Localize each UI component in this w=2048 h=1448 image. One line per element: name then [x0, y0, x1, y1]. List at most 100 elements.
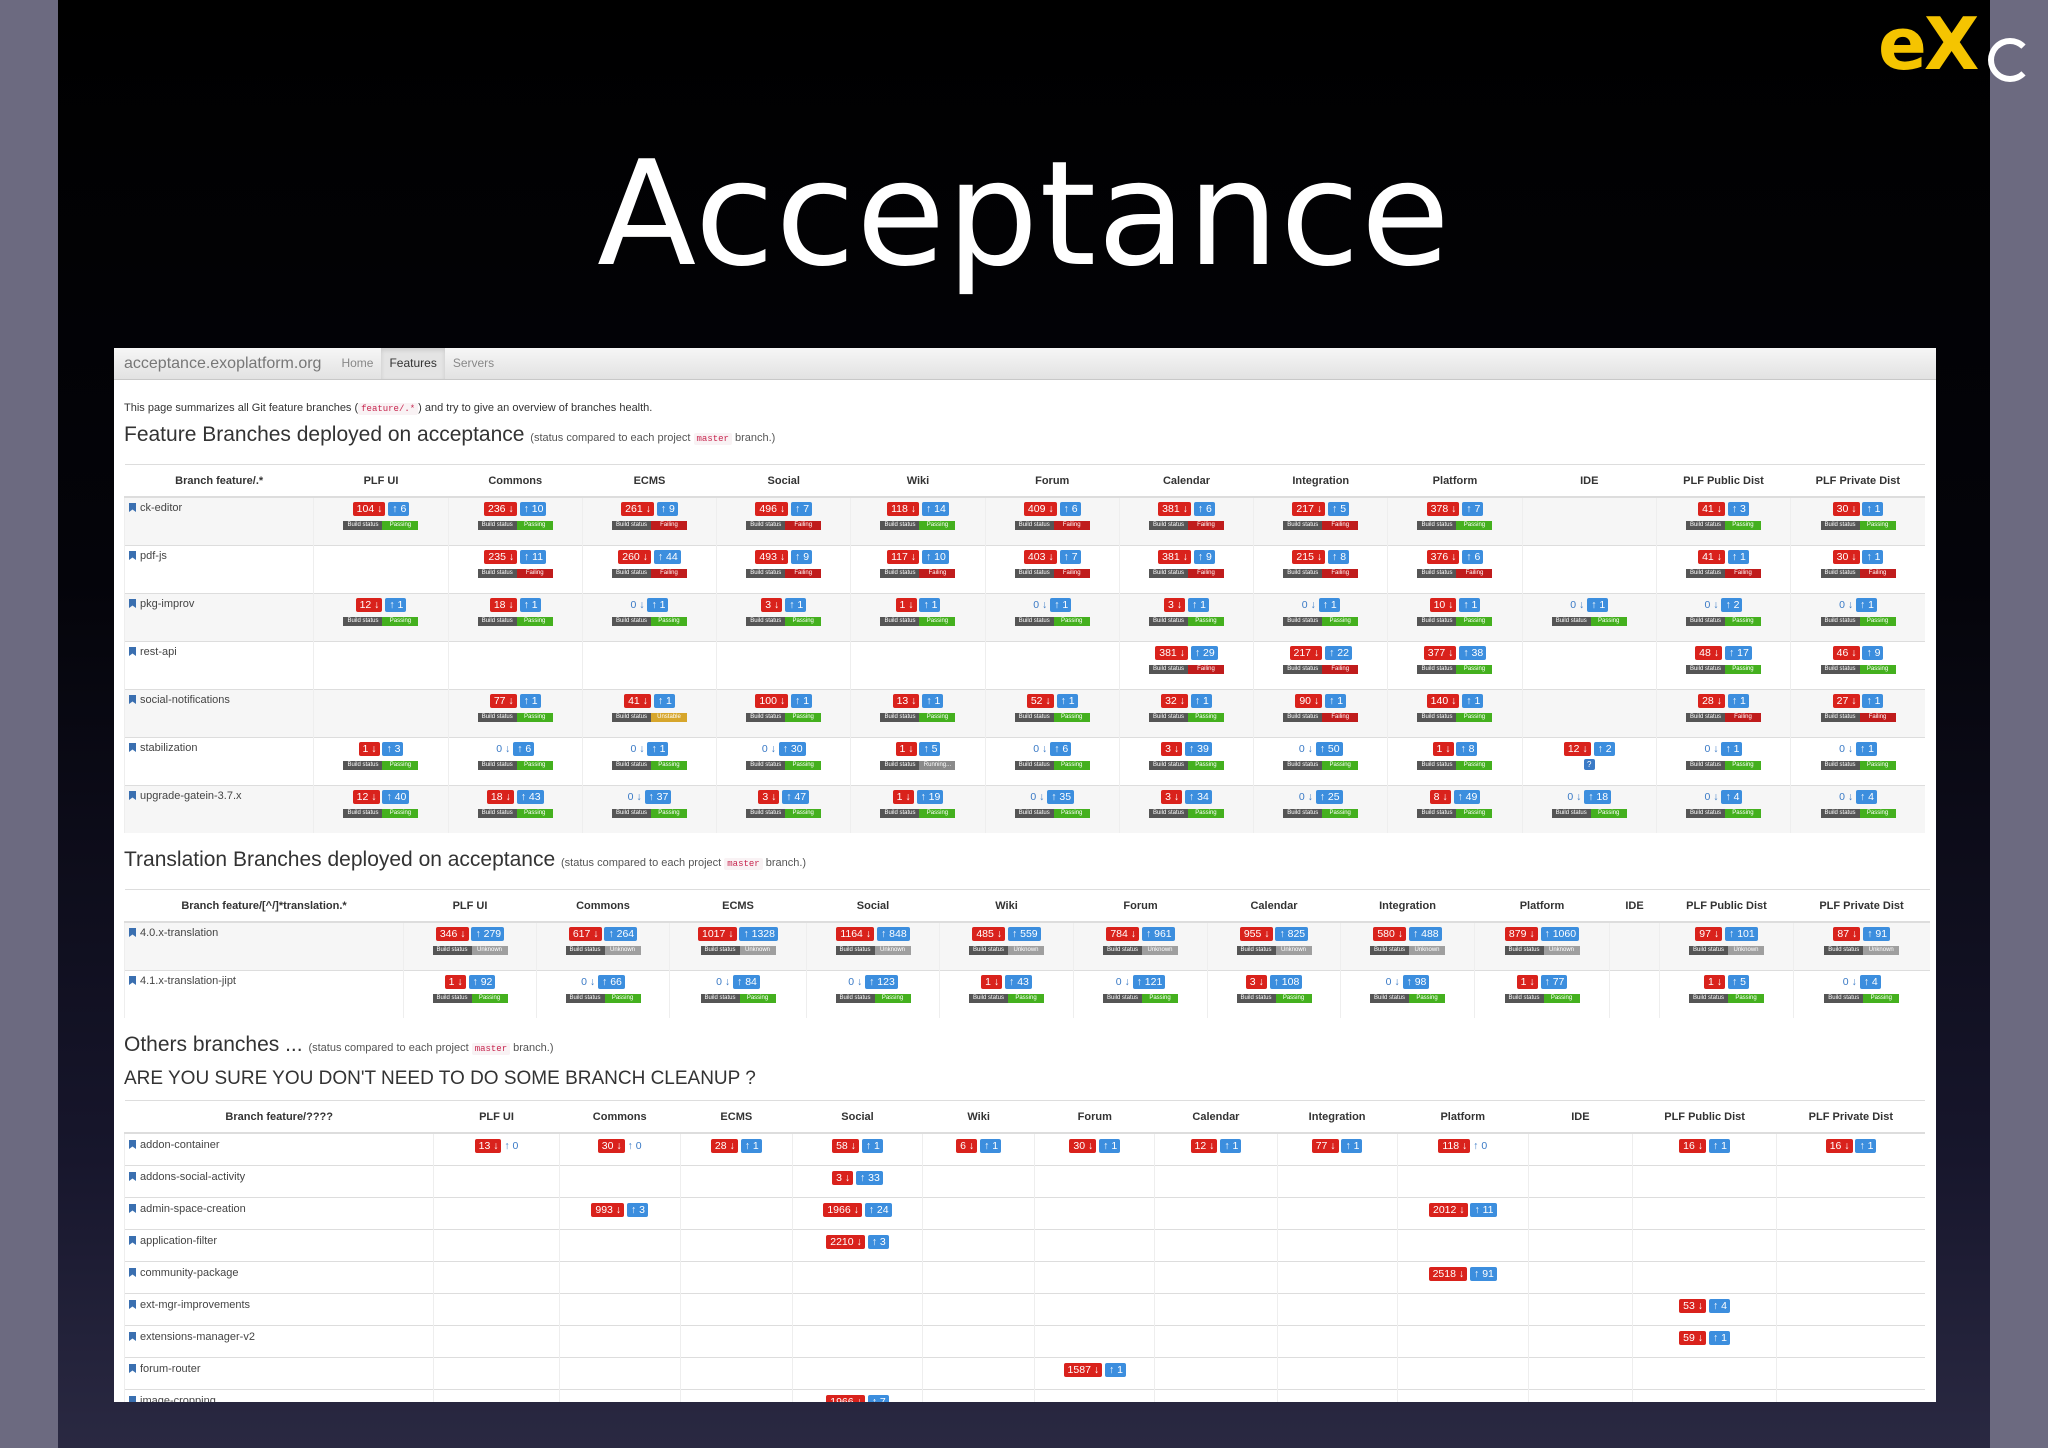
- behind-badge[interactable]: 955 ↓: [1239, 927, 1273, 941]
- branch-label[interactable]: ext-mgr-improvements: [140, 1299, 251, 1311]
- build-status-badge[interactable]: Build status Passing: [988, 617, 1117, 626]
- ahead-badge[interactable]: ↑ 1: [1462, 694, 1484, 708]
- behind-badge[interactable]: 77 ↓: [1311, 1139, 1339, 1153]
- build-status-badge[interactable]: Build status Passing: [316, 809, 445, 818]
- ahead-badge[interactable]: ↑ 43: [516, 790, 544, 804]
- build-status-badge[interactable]: Build status Unknown: [1343, 946, 1472, 955]
- ahead-badge[interactable]: ↑ 40: [382, 790, 410, 804]
- behind-badge[interactable]: 100 ↓: [755, 694, 789, 708]
- behind-badge[interactable]: 8 ↓: [1429, 790, 1451, 804]
- ahead-badge[interactable]: ↑ 1: [1862, 694, 1884, 708]
- ahead-badge[interactable]: ↑ 1: [519, 694, 541, 708]
- branch-name[interactable]: forum-router: [123, 1357, 434, 1390]
- build-status-badge[interactable]: Build status Failing: [585, 569, 714, 578]
- branch-name[interactable]: 4.0.x-translation: [124, 921, 404, 971]
- behind-badge[interactable]: 378 ↓: [1426, 502, 1460, 516]
- build-status-badge[interactable]: Build status Passing: [406, 994, 534, 1003]
- ahead-badge[interactable]: ↑ 10: [921, 550, 949, 564]
- build-status-badge[interactable]: Build status Passing: [1525, 809, 1654, 818]
- ahead-badge[interactable]: ↑ 9: [1193, 550, 1215, 564]
- ahead-badge[interactable]: ↑ 9: [1862, 646, 1884, 660]
- build-status-badge[interactable]: Build status Unknown: [539, 946, 667, 955]
- build-status-badge[interactable]: Build status Passing: [1662, 994, 1791, 1003]
- ahead-badge[interactable]: ↑ 5: [919, 742, 941, 756]
- build-status-badge[interactable]: Build status Passing: [1210, 994, 1338, 1003]
- build-status-badge[interactable]: Build status Passing: [1659, 761, 1788, 770]
- behind-badge[interactable]: 53 ↓: [1679, 1299, 1707, 1313]
- build-status-badge[interactable]: Build status Passing: [1796, 994, 1928, 1003]
- behind-badge[interactable]: 3 ↓: [832, 1171, 854, 1185]
- build-status-badge[interactable]: Build status Failing: [1793, 569, 1923, 578]
- behind-badge[interactable]: 1 ↓: [892, 790, 914, 804]
- ahead-badge[interactable]: ↑ 6: [1050, 742, 1072, 756]
- build-status-badge[interactable]: Build status Passing: [1256, 809, 1385, 818]
- build-status-badge[interactable]: Build status Passing: [1390, 665, 1519, 674]
- behind-badge[interactable]: 118 ↓: [1438, 1139, 1471, 1153]
- branch-label[interactable]: 4.0.x-translation: [140, 927, 219, 939]
- behind-badge[interactable]: 104 ↓: [352, 502, 386, 516]
- build-status-badge[interactable]: Build status Passing: [719, 713, 848, 722]
- behind-badge[interactable]: 235 ↓: [484, 550, 518, 564]
- build-status-badge[interactable]: Build status Passing: [1390, 809, 1519, 818]
- branch-name[interactable]: pkg-improv: [123, 593, 314, 642]
- build-status-badge[interactable]: Build status Passing: [1659, 665, 1788, 674]
- ahead-badge[interactable]: ↑ 3: [626, 1203, 648, 1217]
- navbar-brand[interactable]: acceptance.exoplatform.org: [124, 355, 322, 372]
- ahead-badge[interactable]: ↑ 1: [1727, 694, 1749, 708]
- ahead-badge[interactable]: ↑ 1: [1318, 598, 1340, 612]
- ahead-badge[interactable]: ↑ 7: [867, 1395, 889, 1402]
- branch-name[interactable]: pdf-js: [123, 545, 314, 594]
- ahead-badge[interactable]: ↑ 1: [791, 694, 813, 708]
- ahead-badge[interactable]: ↑ 1: [861, 1139, 883, 1153]
- ahead-badge[interactable]: ↑ 5: [1328, 502, 1350, 516]
- behind-badge[interactable]: 580 ↓: [1373, 927, 1407, 941]
- ahead-badge[interactable]: ↑ 1: [1862, 550, 1884, 564]
- behind-badge[interactable]: 48 ↓: [1695, 646, 1723, 660]
- behind-badge[interactable]: 30 ↓: [597, 1139, 625, 1153]
- ahead-badge[interactable]: ↑ 6: [513, 742, 535, 756]
- ahead-badge[interactable]: ↑ 43: [1005, 975, 1032, 989]
- ahead-badge[interactable]: ↑ 98: [1402, 975, 1430, 989]
- behind-badge[interactable]: 1017 ↓: [698, 927, 737, 941]
- behind-badge[interactable]: 3 ↓: [761, 598, 783, 612]
- build-status-badge[interactable]: Build status Failing: [853, 569, 982, 578]
- ahead-badge[interactable]: ↑ 2: [1721, 598, 1743, 612]
- behind-badge[interactable]: 58 ↓: [832, 1139, 859, 1153]
- behind-badge[interactable]: 13 ↓: [474, 1139, 502, 1153]
- build-status-badge[interactable]: Build status Passing: [1122, 809, 1251, 818]
- ahead-badge[interactable]: ↑ 1: [1856, 598, 1878, 612]
- ahead-badge[interactable]: ↑ 8: [1328, 550, 1350, 564]
- behind-badge[interactable]: 3 ↓: [1161, 742, 1183, 756]
- ahead-badge[interactable]: ↑ 1: [785, 598, 807, 612]
- behind-badge[interactable]: 12 ↓: [1190, 1139, 1218, 1153]
- build-status-badge[interactable]: Build status Passing: [585, 617, 714, 626]
- build-status-badge[interactable]: Build status Passing: [1122, 713, 1251, 722]
- ahead-badge[interactable]: ↑ 488: [1408, 927, 1442, 941]
- behind-badge[interactable]: 381 ↓: [1158, 502, 1191, 516]
- behind-badge[interactable]: 1587 ↓: [1063, 1363, 1103, 1377]
- build-status-badge[interactable]: Build status Passing: [853, 713, 982, 722]
- ahead-badge[interactable]: ↑ 19: [916, 790, 944, 804]
- ahead-badge[interactable]: ↑ 1: [1862, 502, 1884, 516]
- branch-label[interactable]: forum-router: [140, 1363, 201, 1375]
- behind-badge[interactable]: 2210 ↓: [826, 1235, 865, 1249]
- ahead-badge[interactable]: ↑ 101: [1725, 927, 1758, 941]
- build-status-badge[interactable]: Build status Passing: [719, 761, 848, 770]
- build-status-badge[interactable]: Build status Passing: [451, 617, 580, 626]
- branch-name[interactable]: social-notifications: [123, 689, 314, 738]
- ahead-badge[interactable]: ↑ 3: [867, 1235, 889, 1249]
- behind-badge[interactable]: 493 ↓: [755, 550, 789, 564]
- build-status-badge[interactable]: Build status Failing: [1256, 713, 1385, 722]
- build-status-badge[interactable]: Build status Unknown: [1477, 946, 1607, 955]
- behind-badge[interactable]: 41 ↓: [1698, 502, 1725, 516]
- branch-label[interactable]: addon-container: [140, 1139, 220, 1151]
- branch-name[interactable]: extensions-manager-v2: [123, 1325, 434, 1358]
- build-status-badge[interactable]: Build status Failing: [1122, 521, 1251, 530]
- behind-badge[interactable]: 13 ↓: [892, 694, 920, 708]
- behind-badge[interactable]: 496 ↓: [755, 502, 789, 516]
- behind-badge[interactable]: 77 ↓: [489, 694, 517, 708]
- behind-badge[interactable]: 52 ↓: [1026, 694, 1054, 708]
- ahead-badge[interactable]: ↑ 123: [865, 975, 898, 989]
- build-status-badge[interactable]: Build status Passing: [1256, 761, 1385, 770]
- ahead-badge[interactable]: ↑ 1: [1105, 1363, 1127, 1377]
